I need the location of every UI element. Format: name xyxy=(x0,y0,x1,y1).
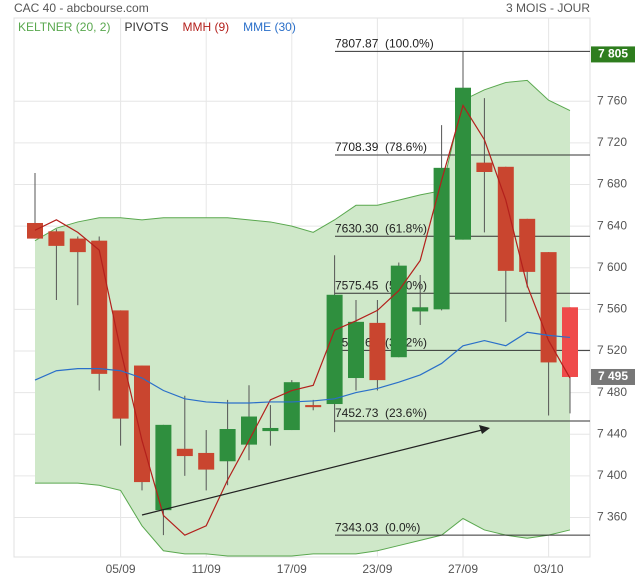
candle-layer xyxy=(27,51,578,536)
price-tag-label: 7 805 xyxy=(598,47,628,61)
legend-entry: KELTNER (20, 2) xyxy=(18,20,110,34)
candle-body xyxy=(69,238,86,253)
candle-body xyxy=(134,365,150,483)
price-tag xyxy=(591,368,635,385)
candle-body xyxy=(305,405,322,408)
pivot-percent: (0.0%) xyxy=(385,520,420,534)
candle-body xyxy=(241,416,257,445)
candle-body xyxy=(412,307,429,312)
pivot-price: 7575.45 xyxy=(335,278,379,292)
candle-body xyxy=(390,265,407,358)
pivot-percent: (23.6%) xyxy=(385,406,427,420)
y-tick-label: 7 680 xyxy=(597,177,627,191)
y-tick-label: 7 360 xyxy=(597,510,627,524)
y-tick-label: 7 520 xyxy=(597,343,627,357)
legend-entry: PIVOTS xyxy=(124,20,168,34)
candle-body xyxy=(219,429,236,462)
candle-body xyxy=(198,452,215,470)
candle-body xyxy=(176,448,193,457)
candle-body xyxy=(476,162,493,172)
x-tick-label: 05/09 xyxy=(106,562,136,576)
trend-arrow xyxy=(141,425,490,516)
ma-line xyxy=(34,103,571,536)
candle-body xyxy=(155,424,172,511)
y-tick-label: 7 560 xyxy=(597,302,627,316)
pivot-price: 7343.03 xyxy=(335,520,379,534)
y-tick-label: 7 400 xyxy=(597,468,627,482)
ma-line xyxy=(34,331,571,404)
x-tick-label: 23/09 xyxy=(362,562,392,576)
header-title: CAC 40 - abcbourse.com xyxy=(14,1,149,15)
header-period: 3 MOIS - JOUR xyxy=(506,1,590,15)
y-tick-label: 7 480 xyxy=(597,385,627,399)
pivot-percent: (78.6%) xyxy=(385,140,427,154)
pivot-percent: (61.8%) xyxy=(385,221,427,235)
candle-body xyxy=(562,307,578,377)
pivot-percent: (100.0%) xyxy=(385,37,434,51)
y-tick-label: 7 640 xyxy=(597,218,627,232)
x-tick-label: 17/09 xyxy=(277,562,307,576)
candle-body xyxy=(48,231,65,246)
pivot-price: 7708.39 xyxy=(335,140,379,154)
legend-entry: MME (30) xyxy=(243,20,296,34)
candle-body xyxy=(540,252,557,363)
legend: KELTNER (20, 2) PIVOTS MMH (9) MME (30) xyxy=(18,20,296,34)
pivot-price: 7630.30 xyxy=(335,221,379,235)
candle-body xyxy=(519,218,536,272)
x-tick-label: 11/09 xyxy=(192,562,221,576)
candle-body xyxy=(91,240,108,374)
y-tick-label: 7 440 xyxy=(597,426,627,440)
y-tick-label: 7 600 xyxy=(597,260,627,274)
candle-body xyxy=(326,294,343,405)
candle-body xyxy=(112,310,129,419)
x-tick-label: 27/09 xyxy=(448,562,478,576)
price-tag xyxy=(591,46,635,63)
candle-body xyxy=(262,427,279,432)
keltner-lower xyxy=(35,482,571,557)
candle-body xyxy=(27,222,43,239)
line-layer xyxy=(34,103,571,536)
trend-line xyxy=(141,429,483,516)
candle-body xyxy=(369,322,386,381)
candle-body xyxy=(283,382,300,431)
keltner-upper xyxy=(34,79,571,242)
candle-body xyxy=(433,167,450,310)
x-tick-label: 03/10 xyxy=(534,562,564,576)
candle-body xyxy=(497,166,514,271)
axis-layer: 7 360 7 400 7 440 7 480 7 520 7 560 7 600 7 640… xyxy=(106,46,635,576)
y-tick-label: 7 720 xyxy=(597,135,627,149)
price-tag-label: 7 495 xyxy=(598,369,628,383)
pivot-price: 7807.87 xyxy=(335,37,379,51)
pivot-price: 7452.73 xyxy=(335,406,379,420)
y-tick-label: 7 760 xyxy=(597,93,627,107)
arrow-head xyxy=(479,425,490,434)
candle-body xyxy=(348,321,364,379)
legend-entry: MMH (9) xyxy=(183,20,230,34)
candle-body xyxy=(455,87,471,240)
